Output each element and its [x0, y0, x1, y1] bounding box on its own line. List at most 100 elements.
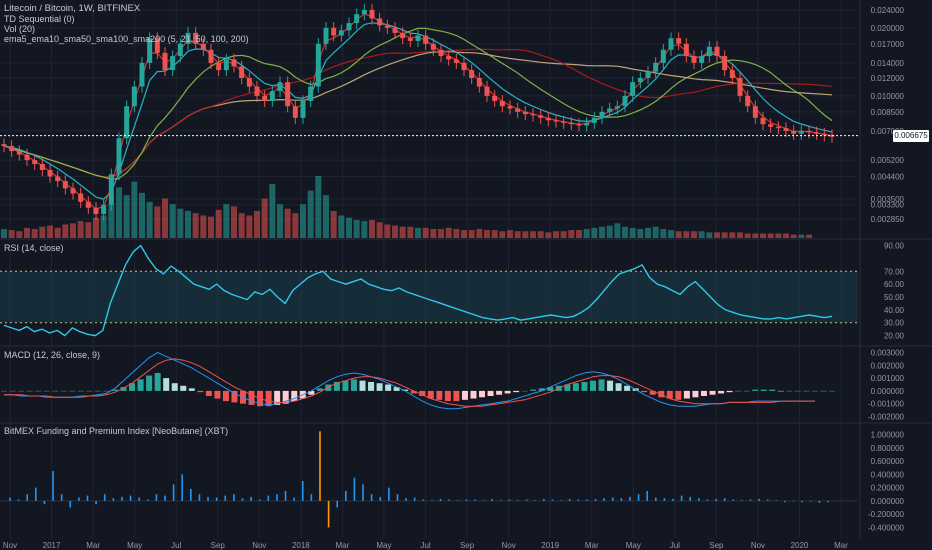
indicator-ma-label[interactable]: ema5_ema10_sma50_sma100_sma200 (5, 21, 5… — [4, 34, 249, 44]
macd-pane[interactable] — [1, 352, 835, 410]
candle-body[interactable] — [591, 117, 597, 123]
candle-body[interactable] — [522, 111, 528, 115]
candle-body[interactable] — [745, 95, 751, 107]
candle-body[interactable] — [93, 207, 99, 215]
candle-body[interactable] — [193, 32, 199, 44]
candle-body[interactable] — [752, 106, 758, 118]
candle-body[interactable] — [131, 86, 137, 107]
candle-body[interactable] — [530, 114, 536, 116]
candle-body[interactable] — [78, 193, 84, 202]
candle-body[interactable] — [568, 122, 574, 125]
candle-body[interactable] — [55, 176, 61, 182]
candle-body[interactable] — [637, 77, 643, 83]
candle-body[interactable] — [614, 106, 620, 109]
candle-body[interactable] — [300, 100, 306, 118]
candle-body[interactable] — [384, 25, 390, 28]
candle-body[interactable] — [147, 38, 153, 63]
candle-body[interactable] — [576, 124, 582, 126]
candle-body[interactable] — [392, 27, 398, 33]
candle-body[interactable] — [162, 52, 168, 71]
candle-body[interactable] — [277, 82, 283, 92]
candle-body[interactable] — [108, 174, 114, 205]
candle-body[interactable] — [507, 106, 513, 109]
candle-body[interactable] — [331, 27, 337, 36]
candle-body[interactable] — [476, 77, 482, 87]
candle-body[interactable] — [323, 27, 329, 44]
candle-body[interactable] — [16, 151, 22, 155]
candle-body[interactable] — [1, 144, 7, 147]
candle-body[interactable] — [653, 62, 659, 72]
candle-body[interactable] — [285, 82, 291, 107]
candle-body[interactable] — [185, 32, 191, 44]
candle-body[interactable] — [47, 170, 53, 177]
candle-body[interactable] — [453, 59, 459, 63]
funding-title[interactable]: BitMEX Funding and Premium Index [NeoBut… — [4, 426, 229, 436]
price-pane[interactable] — [0, 4, 858, 238]
candle-body[interactable] — [208, 49, 214, 63]
candle-body[interactable] — [231, 59, 237, 67]
candle-body[interactable] — [177, 43, 183, 57]
candle-body[interactable] — [369, 9, 375, 19]
candle-body[interactable] — [246, 77, 252, 87]
candle-body[interactable] — [668, 38, 674, 50]
candle-body[interactable] — [361, 9, 367, 15]
candle-body[interactable] — [346, 23, 352, 31]
candle-body[interactable] — [101, 204, 107, 215]
candle-body[interactable] — [553, 120, 559, 122]
candle-body[interactable] — [85, 201, 91, 208]
candle-body[interactable] — [124, 106, 130, 139]
candle-body[interactable] — [768, 124, 774, 127]
candle-body[interactable] — [729, 70, 735, 78]
candle-body[interactable] — [706, 46, 712, 57]
candle-body[interactable] — [407, 38, 413, 41]
candle-body[interactable] — [430, 43, 436, 50]
candle-body[interactable] — [354, 14, 360, 24]
candle-body[interactable] — [722, 56, 728, 71]
candle-body[interactable] — [24, 154, 30, 161]
macd-line[interactable] — [4, 352, 815, 410]
candle-body[interactable] — [39, 163, 45, 171]
candle-body[interactable] — [154, 38, 160, 53]
candle-body[interactable] — [699, 56, 705, 63]
candle-body[interactable] — [814, 132, 820, 134]
candle-body[interactable] — [139, 62, 145, 87]
candle-body[interactable] — [760, 117, 766, 125]
candle-body[interactable] — [676, 38, 682, 44]
candle-body[interactable] — [262, 95, 268, 101]
rsi-pane[interactable] — [0, 244, 858, 337]
candle-body[interactable] — [223, 59, 229, 71]
candle-body[interactable] — [170, 56, 176, 71]
candle-body[interactable] — [400, 32, 406, 39]
signal-line[interactable] — [4, 358, 815, 407]
candle-body[interactable] — [269, 91, 275, 101]
candle-body[interactable] — [683, 43, 689, 57]
candle-body[interactable] — [62, 181, 68, 189]
candle-body[interactable] — [292, 106, 298, 118]
candle-body[interactable] — [545, 117, 551, 121]
rsi-line[interactable] — [3, 244, 833, 337]
candle-body[interactable] — [254, 86, 260, 96]
candle-body[interactable] — [9, 146, 15, 152]
candle-body[interactable] — [415, 35, 421, 41]
candle-body[interactable] — [791, 130, 797, 134]
candle-body[interactable] — [538, 115, 544, 118]
candle-body[interactable] — [461, 62, 467, 71]
candle-body[interactable] — [499, 100, 505, 107]
indicator-td-label[interactable]: TD Sequential (0) — [4, 14, 75, 24]
rsi-title[interactable]: RSI (14, close) — [4, 243, 64, 253]
candle-body[interactable] — [584, 122, 590, 126]
candle-body[interactable] — [200, 43, 206, 50]
candle-body[interactable] — [338, 30, 344, 36]
candle-body[interactable] — [492, 95, 498, 101]
candle-body[interactable] — [423, 35, 429, 44]
candle-body[interactable] — [308, 86, 314, 101]
candle-body[interactable] — [469, 70, 475, 78]
candle-body[interactable] — [515, 108, 521, 112]
candle-body[interactable] — [714, 46, 720, 57]
candle-body[interactable] — [691, 56, 697, 63]
candle-body[interactable] — [315, 43, 321, 87]
candle-body[interactable] — [116, 138, 122, 175]
candle-body[interactable] — [70, 188, 76, 194]
macd-title[interactable]: MACD (12, 26, close, 9) — [4, 350, 101, 360]
